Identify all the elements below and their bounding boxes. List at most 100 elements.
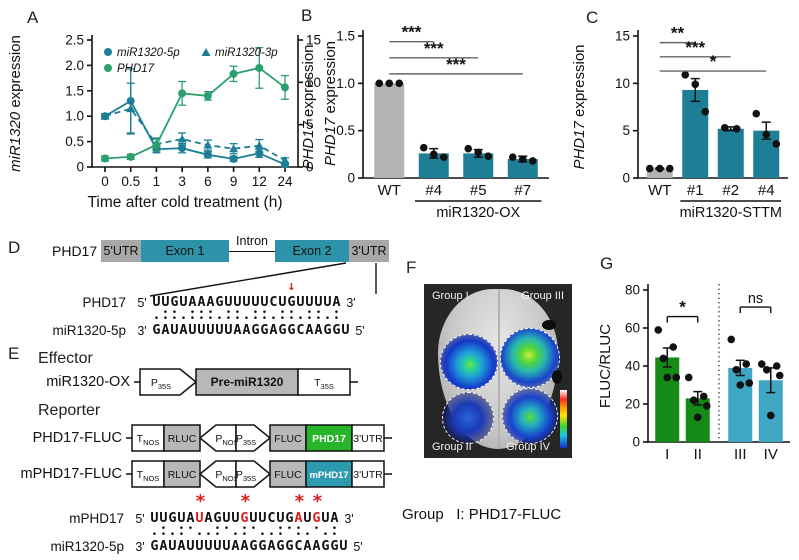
axes — [91, 35, 299, 168]
data-point — [101, 154, 109, 163]
gene-name-label: PHD17 — [52, 243, 98, 259]
legend-marker — [104, 48, 112, 56]
panel-letter-c: C — [586, 8, 599, 27]
bar-WT — [374, 83, 405, 178]
construct-box — [351, 460, 385, 488]
utr-box: 3'UTR — [349, 240, 389, 262]
svg-text:60: 60 — [625, 321, 640, 336]
data-point — [429, 150, 438, 159]
svg-text:10: 10 — [306, 75, 321, 90]
panel-letter-b: B — [301, 6, 313, 25]
data-point — [528, 157, 537, 165]
significance-label: *** — [446, 55, 466, 74]
panel-b-bar-chart: 0 0.5 1.0 1.5 PHD17 expression WT #4 #5 #7 miR132… — [297, 0, 559, 229]
construct-label: PNOS — [215, 433, 238, 447]
construct-label: Pre-miR1320 — [211, 375, 284, 389]
svg-text:0: 0 — [306, 160, 314, 175]
category-label: I — [665, 446, 669, 463]
data-point — [645, 164, 654, 173]
base-pairing-dots: • • • • • • • • • • • • — [160, 524, 338, 534]
category-label: #1 — [687, 182, 704, 199]
effector-heading: Effector — [38, 350, 93, 367]
construct-label: PNOS — [215, 469, 238, 483]
svg-text:0: 0 — [632, 435, 640, 450]
data-point — [474, 148, 483, 157]
data-point — [766, 411, 775, 420]
data-point — [464, 144, 473, 153]
svg-text:12: 12 — [252, 174, 267, 189]
category-label: #5 — [470, 182, 487, 199]
legend-marker — [104, 64, 112, 72]
series-miR1320-3p — [100, 82, 290, 164]
series-PHD17 — [101, 46, 289, 163]
effector-name: miR1320-OX — [46, 374, 130, 390]
construct-miR1320-OX: P35S Pre-miR1320 T35S — [134, 368, 358, 396]
significance-label: *** — [424, 39, 444, 58]
intron-segment: Intron — [229, 234, 275, 262]
construct-box — [163, 424, 201, 452]
data-point — [255, 63, 264, 72]
data-point — [669, 343, 678, 351]
luminescence-spot-group3 — [500, 328, 560, 388]
legend-label: miR1320-5p — [117, 47, 180, 59]
data-point — [727, 335, 736, 344]
construct-box — [269, 460, 307, 488]
data-point — [203, 140, 213, 149]
significance-label: ** — [671, 24, 685, 43]
svg-text:PHD17 expression: PHD17 expression — [300, 44, 317, 169]
data-point — [280, 155, 290, 164]
svg-text:80: 80 — [625, 283, 640, 298]
data-point — [229, 69, 238, 78]
data-point — [772, 362, 781, 370]
base-pairing-dots: • • • • • • • • • • • • • • • • — [151, 530, 338, 540]
construct-label: FLUC — [274, 469, 302, 481]
construct-label: RLUC — [168, 469, 197, 481]
construct-label: FLUC — [274, 433, 302, 445]
svg-text:5: 5 — [622, 123, 630, 138]
data-point — [736, 381, 745, 389]
bar-III — [728, 367, 753, 442]
panel-letter-a: A — [27, 8, 39, 27]
group-label: miR1320-OX — [436, 205, 520, 221]
data-point — [484, 152, 493, 161]
svg-text:0.5: 0.5 — [121, 174, 140, 189]
svg-text:15: 15 — [306, 33, 321, 48]
svg-text:Time after cold treatment (h): Time after cold treatment (h) — [88, 194, 283, 211]
data-point — [395, 79, 404, 88]
legend-marker — [201, 48, 211, 56]
data-point — [752, 109, 761, 118]
svg-text:2.0: 2.0 — [65, 58, 84, 73]
svg-text:1.5: 1.5 — [65, 83, 84, 98]
construct-label: 3'UTR — [353, 469, 383, 481]
svg-text:1.0: 1.0 — [336, 76, 355, 91]
data-point — [655, 164, 664, 173]
significance-label: *** — [685, 38, 705, 57]
reporter-heading: Reporter — [38, 402, 101, 419]
leaf-luminescence-image: Group I Group III Group II Group IV — [424, 284, 572, 458]
svg-text:FLUC/RLUC: FLUC/RLUC — [597, 324, 614, 408]
svg-text:miR1320 expression: miR1320 expression — [7, 35, 24, 172]
svg-text:10: 10 — [615, 76, 630, 91]
construct-label: P35S — [236, 433, 256, 447]
category-label: #7 — [514, 182, 531, 199]
construct-box — [305, 424, 353, 452]
base-pairing-dots: • • • • • • • • • • • • • • — [162, 308, 340, 318]
construct-label: 3'UTR — [353, 433, 383, 445]
mirna-sequence: miR1320-5p 3' G A U A U U U U U A A G G A G G C A A G G U 5' — [52, 322, 365, 338]
svg-text:0: 0 — [622, 171, 630, 186]
bar-I — [655, 357, 680, 442]
panel-a-line-chart: 0 0.5 1.0 1.5 2.0 2.5 0 5 10 15 0 0.5 1 3 6 9 12 24 Time a… — [0, 0, 352, 237]
exon-box: Exon 1 — [141, 240, 229, 262]
leaf-label-group1: Group I — [432, 290, 469, 302]
data-point — [702, 402, 711, 410]
data-point — [762, 130, 771, 139]
construct-label: TNOS — [137, 469, 160, 483]
category-label: II — [694, 446, 702, 463]
reporter2-construct: TNOS RLUC PNOS P35S FLUC mPHD17 3'UTR — [126, 458, 394, 495]
svg-text:9: 9 — [230, 174, 238, 189]
data-point — [203, 91, 212, 100]
data-point — [663, 373, 672, 382]
category-label: WT — [378, 182, 401, 199]
